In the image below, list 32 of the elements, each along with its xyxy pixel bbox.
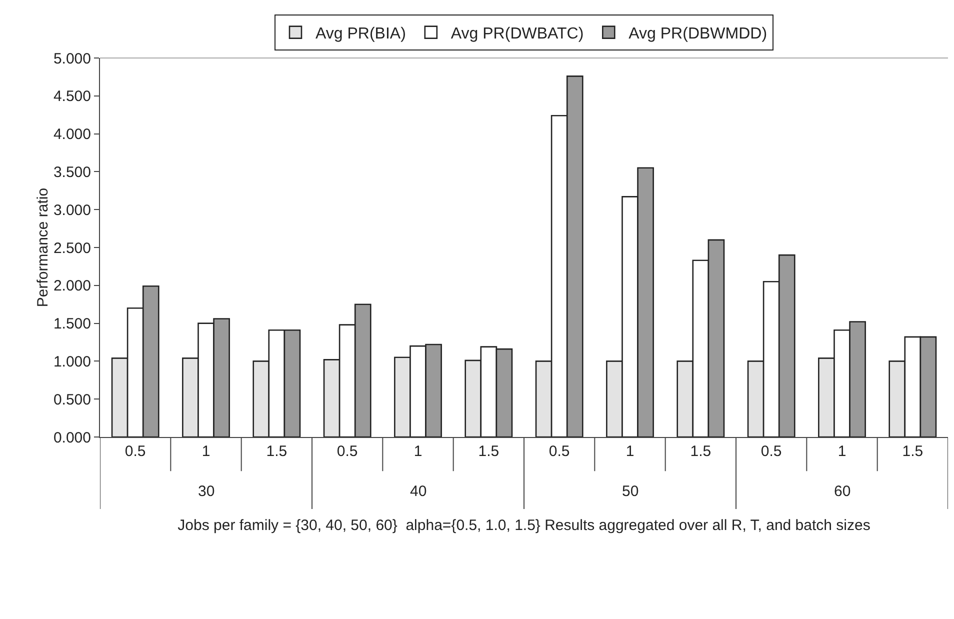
x-tick-label: 1.5 — [690, 443, 712, 460]
text: 50 — [622, 483, 639, 500]
x-tick-label: 1.5 — [902, 443, 924, 460]
legend-label: Avg PR(BIA) — [316, 26, 406, 43]
y-tick-label: 1.500 — [53, 316, 91, 333]
y-tick-label: 2.000 — [53, 278, 91, 295]
y-tick-label: 3.000 — [53, 202, 91, 219]
x-tick-label: 1 — [414, 443, 422, 460]
y-tick-label: 0.500 — [53, 391, 91, 408]
x-tick-label: 0.5 — [336, 443, 358, 460]
x-tick-label: 1 — [202, 443, 210, 460]
text: 30 — [198, 483, 215, 500]
x-tick-label: 1 — [838, 443, 846, 460]
x-tick-label: 1.5 — [266, 443, 288, 460]
legend-label: Avg PR(DWBATC) — [450, 26, 584, 43]
x-tick-label: 0.5 — [760, 443, 782, 460]
y-tick-label: 4.000 — [53, 126, 91, 144]
x-tick-label: 0.5 — [548, 443, 570, 460]
y-tick-label: 0.000 — [53, 429, 91, 446]
y-tick-label: 1.000 — [53, 353, 91, 370]
y-tick-label: 2.500 — [53, 240, 91, 257]
y-axis-title: Performance ratio — [34, 188, 52, 308]
y-tick-label: 5.000 — [53, 50, 91, 68]
x-tick-label: 1.5 — [478, 443, 500, 460]
legend-label: Avg PR(DBWMDD) — [628, 26, 768, 43]
text: 40 — [410, 483, 427, 500]
x-tick-label: 1 — [626, 443, 634, 460]
y-tick-label: 3.500 — [53, 164, 91, 181]
text: 60 — [834, 483, 851, 500]
y-tick-label: 4.500 — [53, 88, 91, 106]
x-axis-title: Jobs per family = {30, 40, 50, 60} alpha={0.5, 1.0, 1.5} Results aggregated over all R, T, and batch sizes — [178, 517, 870, 534]
x-tick-label: 0.5 — [124, 443, 146, 460]
